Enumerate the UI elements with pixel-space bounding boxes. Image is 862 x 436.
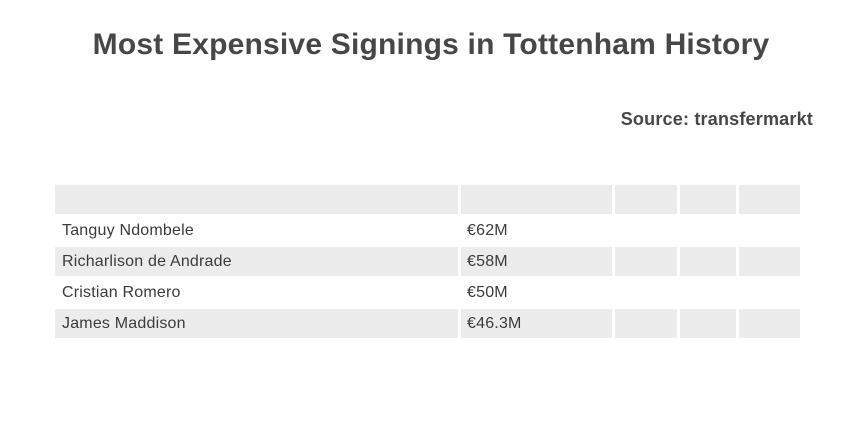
player-name: Tanguy Ndombele	[62, 221, 194, 239]
table-header-row	[55, 185, 800, 214]
empty-cell	[680, 247, 736, 276]
empty-cell	[615, 247, 677, 276]
transfer-fee: €50M	[467, 283, 508, 301]
player-name: James Maddison	[55, 309, 458, 338]
chart-title: Most Expensive Signings in Tottenham His…	[92, 28, 770, 61]
table-row: Richarlison de Andrade €58M	[55, 247, 800, 276]
table-row: Tanguy Ndombele €62M	[55, 216, 800, 245]
empty-cell	[680, 309, 736, 338]
header-cell-fee	[461, 185, 612, 214]
table-row: Cristian Romero €50M	[55, 278, 800, 307]
empty-cell	[739, 216, 800, 245]
header-cell-empty	[739, 185, 800, 214]
empty-cell	[615, 278, 677, 307]
empty-cell	[615, 309, 677, 338]
player-name: Cristian Romero	[62, 283, 181, 301]
transfer-fee: €62M	[467, 221, 508, 239]
header-cell-empty	[680, 185, 736, 214]
empty-cell	[615, 216, 677, 245]
table-row: James Maddison €46.3M	[55, 309, 800, 338]
empty-cell	[739, 309, 800, 338]
empty-cell	[680, 278, 736, 307]
header-cell-empty	[615, 185, 677, 214]
source-attribution: Source: transfermarkt	[620, 109, 813, 129]
transfer-fee: €58M	[461, 247, 612, 276]
player-name: Richarlison de Andrade	[55, 247, 458, 276]
header-cell-player	[55, 185, 458, 214]
empty-cell	[680, 216, 736, 245]
empty-cell	[739, 278, 800, 307]
empty-cell	[739, 247, 800, 276]
signings-table: Tanguy Ndombele €62M Richarlison de Andr…	[55, 185, 800, 340]
transfer-fee: €46.3M	[461, 309, 612, 338]
